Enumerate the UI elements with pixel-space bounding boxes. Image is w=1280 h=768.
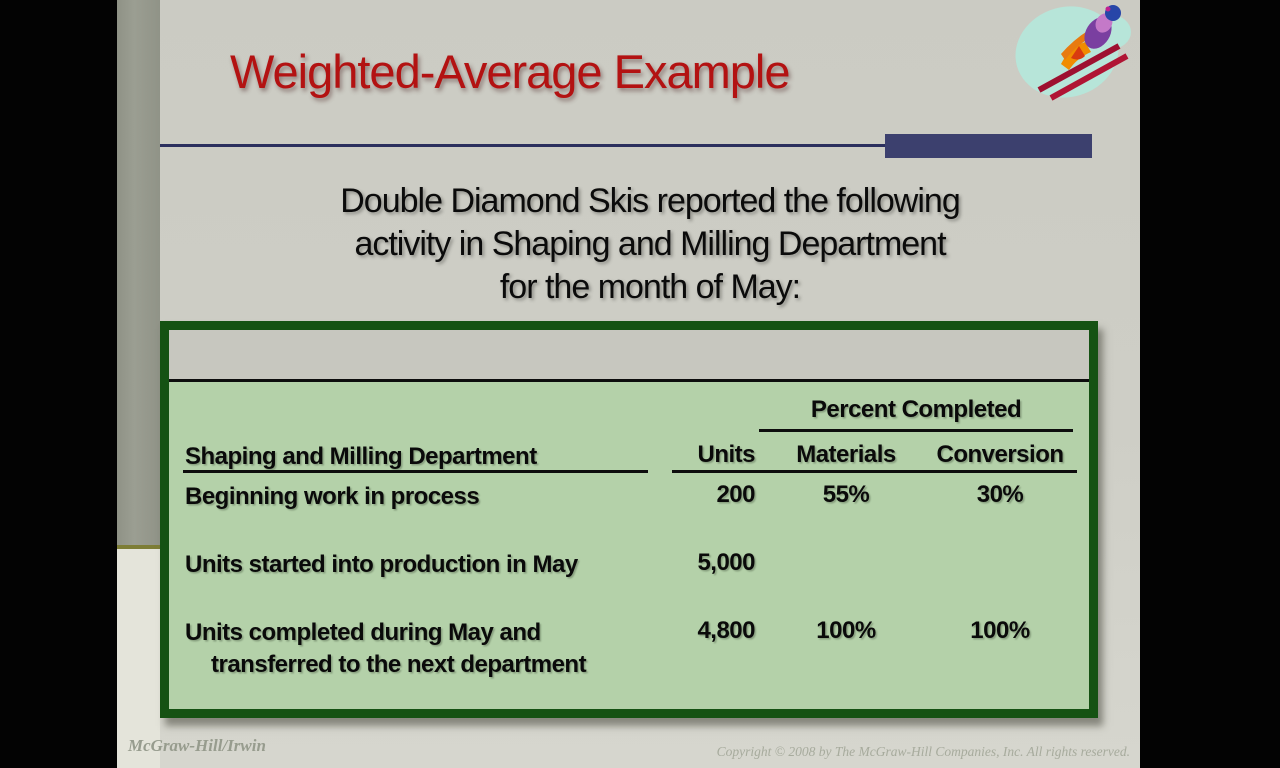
row-conversion-value: 100% — [970, 617, 1030, 644]
table-strip-divider — [169, 379, 1089, 382]
column-header-units: Units — [697, 441, 756, 468]
body-line-3: for the month of May: — [499, 268, 801, 306]
row-materials-value: 100% — [816, 617, 876, 644]
letterbox-right — [1140, 0, 1280, 768]
column-header-conversion: Conversion — [936, 441, 1064, 468]
slide-body-text: Double Diamond Skis reported the followi… — [180, 180, 1120, 309]
row-conversion-value: 30% — [976, 481, 1024, 508]
table-content: Percent Completed Shaping and Milling De… — [169, 330, 1089, 709]
ski-jumper-icon — [1015, 5, 1131, 101]
row-label-line2: transferred to the next department — [211, 651, 587, 678]
body-line-1: Double Diamond Skis reported the followi… — [340, 182, 960, 220]
row-units-value: 4,800 — [697, 617, 755, 644]
sidebar-olive-rule — [117, 545, 160, 549]
column-header-materials: Materials — [796, 441, 896, 468]
letterbox-left — [0, 0, 117, 768]
copyright-notice: Copyright © 2008 by The McGraw-Hill Comp… — [716, 744, 1130, 759]
group-header-percent-completed: Percent Completed — [759, 396, 1073, 432]
row-label: Units completed during May and transferr… — [185, 617, 660, 681]
row-units-value: 5,000 — [697, 549, 755, 576]
slide-canvas: Weighted-Average Example Double Diamond … — [128, 0, 1140, 768]
title-divider-line — [160, 144, 1090, 147]
table-blank-strip — [169, 330, 1089, 379]
column-header-department: Shaping and Milling Department — [185, 443, 537, 470]
body-line-2: activity in Shaping and Milling Departme… — [354, 225, 946, 263]
row-label-line1: Units started into production in May — [185, 551, 578, 578]
header-underline-values — [672, 470, 1077, 473]
header-underline-department — [183, 470, 648, 473]
row-label: Units started into production in May — [185, 549, 660, 581]
row-label-line1: Beginning work in process — [185, 483, 480, 510]
row-units-value: 200 — [716, 481, 755, 508]
publisher-imprint: McGraw-Hill/Irwin — [128, 736, 266, 755]
row-label: Beginning work in process — [185, 481, 660, 513]
sidebar-stripe-bottom — [117, 549, 160, 768]
row-label-line1: Units completed during May and — [185, 619, 541, 646]
sidebar-stripe — [117, 0, 160, 545]
row-materials-value: 55% — [822, 481, 870, 508]
title-accent-bar — [885, 134, 1092, 158]
activity-table: Percent Completed Shaping and Milling De… — [160, 321, 1098, 718]
slide-title: Weighted-Average Example — [230, 45, 790, 98]
